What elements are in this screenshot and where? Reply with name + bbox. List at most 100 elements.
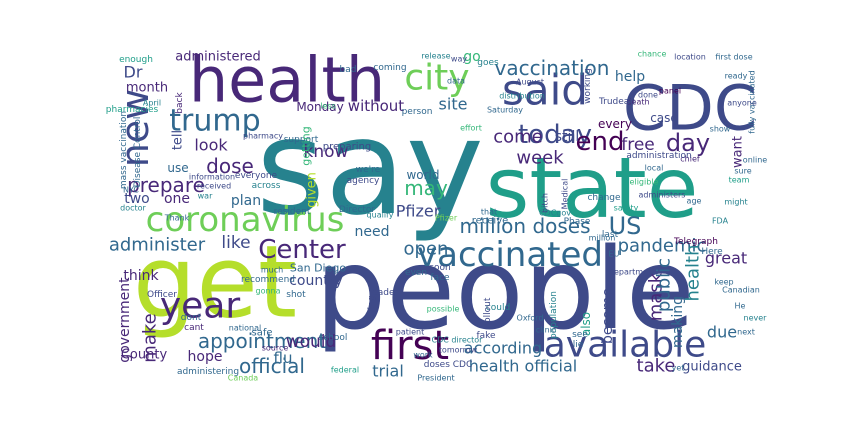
word: million doses: [459, 214, 590, 238]
word: coming: [373, 63, 406, 73]
word: Disease Control: [133, 117, 143, 188]
word: across: [252, 181, 281, 191]
word: available: [544, 325, 707, 366]
word: vaccination: [495, 56, 610, 80]
word: Dr: [124, 63, 143, 82]
word: goes: [477, 58, 499, 68]
word: shot: [286, 290, 306, 300]
word: panel: [659, 87, 681, 96]
word: one: [164, 191, 190, 207]
word: much: [261, 266, 283, 275]
word: everyone: [235, 171, 278, 181]
word: that: [481, 208, 497, 217]
word: US: [609, 212, 642, 240]
word: gonna: [255, 287, 280, 296]
word: appointment: [198, 329, 326, 353]
word: chief: [680, 155, 700, 164]
word: look: [194, 136, 228, 155]
word: Pfizer: [435, 214, 458, 223]
word: getting: [300, 126, 313, 165]
word: vaccinated: [417, 235, 603, 275]
word: administers: [639, 191, 686, 200]
word: month: [126, 81, 168, 96]
word: safe: [251, 328, 272, 339]
word: every: [598, 117, 632, 131]
word: working: [583, 68, 593, 104]
word: people: [315, 225, 695, 355]
word: health official: [469, 357, 577, 376]
word: qualify: [367, 211, 394, 220]
word: online: [743, 156, 767, 165]
word: Director: [339, 205, 375, 215]
word: recommend: [241, 275, 295, 285]
word: end: [576, 127, 625, 157]
word: cant: [184, 323, 204, 333]
word: County: [121, 348, 168, 363]
word: receive: [472, 216, 509, 227]
word: government: [117, 277, 133, 363]
word: location: [674, 53, 706, 62]
word: trump: [169, 104, 260, 139]
word: chance: [638, 50, 667, 59]
word: bad: [340, 65, 357, 75]
word: way: [451, 55, 467, 64]
word: want: [731, 136, 746, 168]
word: help: [615, 69, 645, 85]
word: open: [404, 239, 449, 260]
word: less: [320, 102, 335, 111]
word: source: [262, 344, 289, 353]
word: death: [626, 98, 649, 107]
word: FDA: [712, 217, 729, 226]
word: flu: [274, 349, 293, 367]
word: day: [666, 129, 710, 157]
word: new: [113, 89, 157, 168]
word: prepare: [127, 173, 205, 197]
word: Trudeau: [598, 97, 635, 107]
word: leader: [370, 288, 399, 298]
word: done: [638, 91, 658, 100]
word: trial: [372, 362, 404, 381]
word: Phase: [564, 217, 591, 227]
word: doses CDC: [424, 360, 473, 370]
word: case: [650, 111, 678, 125]
word: state: [486, 139, 699, 237]
word: free: [621, 135, 655, 155]
word: Oxford: [517, 314, 544, 323]
word: said: [502, 66, 588, 115]
word: patient: [396, 328, 424, 337]
word: April: [143, 99, 161, 108]
word: know: [304, 142, 349, 162]
word: dose: [206, 154, 254, 178]
word: plan: [231, 193, 261, 209]
word: Monday: [296, 100, 343, 114]
word: release: [421, 52, 450, 61]
word: mask: [646, 272, 667, 321]
word: face: [430, 273, 450, 283]
word: country: [289, 273, 343, 289]
word: city: [404, 58, 469, 99]
word: see: [572, 330, 588, 340]
word: use: [167, 161, 188, 175]
word: today: [518, 120, 592, 150]
word: soon: [429, 263, 450, 273]
word: Officer: [147, 290, 177, 300]
word: million: [589, 234, 616, 243]
word: anyone: [727, 99, 757, 108]
word: Saturday: [487, 106, 523, 115]
word: yet: [672, 364, 685, 373]
word: He: [735, 302, 746, 311]
word: preparing: [323, 142, 371, 153]
word: team: [729, 176, 750, 185]
word: effort: [460, 124, 482, 133]
word: distribution: [499, 92, 545, 101]
word: might: [724, 198, 747, 207]
word: thing: [367, 295, 377, 318]
word: CDC: [623, 72, 757, 145]
word: become: [600, 288, 616, 344]
word: show: [710, 125, 731, 134]
word: tell: [171, 130, 186, 150]
word: war: [198, 192, 213, 201]
word: never: [744, 314, 768, 323]
word: go: [463, 49, 480, 65]
word: received: [197, 182, 231, 191]
